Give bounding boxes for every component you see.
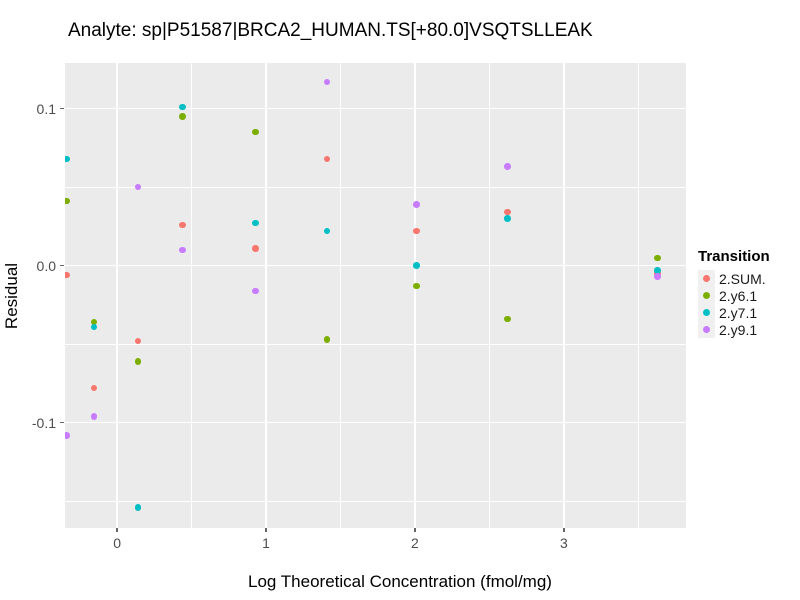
minor-gridline-x — [191, 63, 193, 528]
data-point — [504, 208, 511, 216]
data-point — [179, 246, 186, 254]
minor-gridline-y — [65, 500, 686, 502]
major-gridline-x — [414, 63, 416, 528]
legend-key — [698, 321, 715, 338]
legend-dot-icon — [703, 292, 710, 299]
data-point — [90, 318, 98, 326]
y-axis-tick — [60, 107, 64, 110]
legend-dot-icon — [703, 309, 710, 316]
data-point — [179, 221, 186, 229]
data-point — [323, 227, 331, 235]
legend-key — [698, 287, 715, 304]
legend-item: 2.SUM. — [698, 270, 770, 287]
legend-item-label: 2.SUM. — [719, 270, 766, 287]
data-point — [65, 197, 70, 205]
data-point — [252, 219, 259, 227]
major-gridline-x — [265, 63, 267, 528]
data-point — [413, 227, 420, 235]
data-point — [65, 271, 70, 279]
major-gridline-y — [65, 421, 686, 424]
legend: Transition 2.SUM. 2.y6.1 2.y7.1 2.y9.1 — [698, 248, 770, 338]
data-point — [65, 432, 70, 439]
legend-items: 2.SUM. 2.y6.1 2.y7.1 2.y9.1 — [698, 270, 770, 338]
y-tick-label: -0.1 — [31, 414, 56, 431]
data-point — [252, 287, 259, 295]
x-tick-label: 3 — [559, 535, 568, 551]
data-point — [504, 215, 511, 222]
legend-item-label: 2.y7.1 — [719, 304, 758, 321]
major-gridline-y — [65, 264, 686, 267]
data-point — [90, 384, 98, 392]
legend-item: 2.y9.1 — [698, 321, 770, 338]
y-tick-label: 0.0 — [36, 257, 56, 274]
minor-gridline-y — [65, 343, 686, 345]
data-point — [654, 254, 661, 262]
y-axis-tick — [60, 421, 64, 424]
minor-gridline-x — [488, 63, 490, 528]
x-axis-tick — [414, 528, 416, 532]
x-tick-label: 2 — [411, 535, 419, 551]
y-tick-label: 0.1 — [36, 100, 56, 117]
data-point — [323, 155, 331, 163]
y-axis-title: Residual — [0, 63, 24, 528]
x-axis-tick — [116, 528, 118, 532]
legend-dot-icon — [703, 326, 710, 333]
data-point — [504, 163, 511, 170]
legend-item: 2.y7.1 — [698, 304, 770, 321]
x-axis-title: Log Theoretical Concentration (fmol/mg) — [248, 572, 552, 591]
x-tick-label: 1 — [262, 535, 270, 551]
data-point — [134, 183, 142, 191]
plot-panel — [65, 63, 686, 528]
data-point — [134, 337, 142, 345]
data-point — [252, 245, 259, 252]
data-point — [90, 413, 98, 420]
x-tick-label: 0 — [113, 535, 122, 551]
data-point — [252, 128, 259, 136]
legend-key — [698, 304, 715, 321]
legend-item: 2.y6.1 — [698, 287, 770, 304]
minor-gridline-y — [65, 186, 686, 188]
major-gridline-x — [116, 63, 118, 528]
data-point — [413, 201, 420, 208]
data-point — [179, 103, 186, 111]
legend-item-label: 2.y6.1 — [719, 287, 758, 304]
data-point — [413, 262, 420, 269]
data-point — [134, 504, 142, 511]
chart-title: Analyte: sp|P51587|BRCA2_HUMAN.TS[+80.0]… — [68, 20, 593, 41]
data-point — [654, 267, 661, 274]
legend-key — [698, 270, 715, 287]
data-point — [65, 155, 70, 163]
data-point — [179, 113, 186, 120]
major-gridline-x — [563, 63, 565, 528]
data-point — [413, 282, 420, 290]
data-point — [323, 78, 331, 86]
legend-item-label: 2.y9.1 — [719, 321, 758, 338]
data-point — [654, 273, 661, 280]
x-axis-tick — [563, 528, 565, 532]
data-point — [90, 323, 98, 331]
data-point — [323, 336, 331, 343]
y-axis-tick — [60, 264, 64, 267]
x-axis-tick — [265, 528, 267, 532]
minor-gridline-x — [637, 63, 639, 528]
data-point — [134, 358, 142, 365]
minor-gridline-x — [340, 63, 341, 528]
data-point — [504, 315, 511, 323]
legend-dot-icon — [703, 275, 710, 282]
major-gridline-y — [65, 107, 686, 110]
legend-title: Transition — [698, 248, 770, 265]
